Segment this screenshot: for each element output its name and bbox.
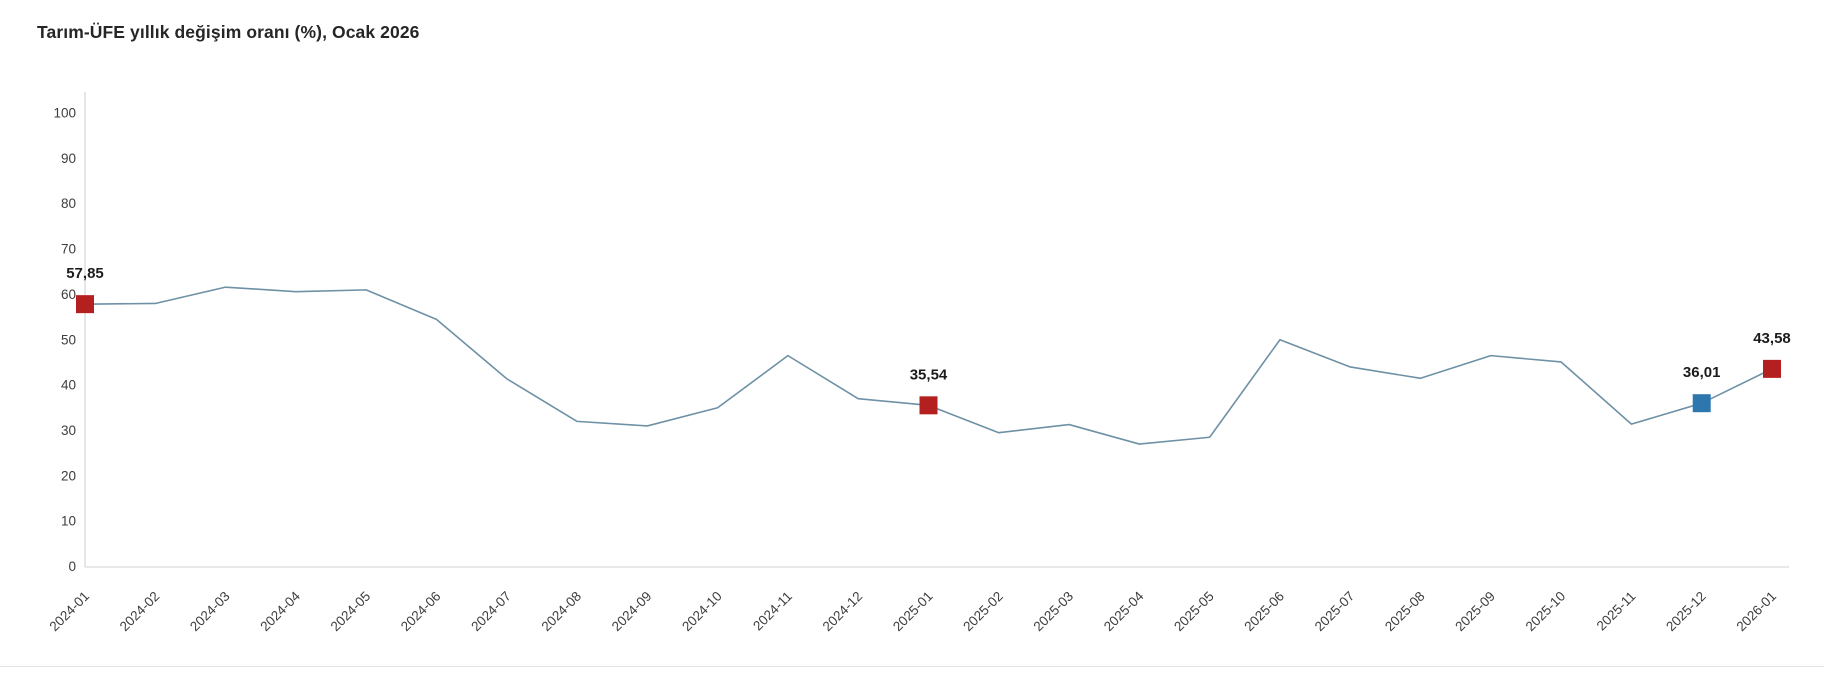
- x-tick-label: 2024-11: [750, 589, 795, 634]
- y-tick-label: 90: [61, 151, 76, 166]
- y-tick-label: 50: [61, 332, 76, 347]
- x-tick-label: 2025-03: [1031, 589, 1077, 635]
- x-tick-label: 2024-12: [820, 589, 866, 635]
- x-tick-label: 2025-07: [1312, 589, 1358, 635]
- x-tick-label: 2024-01: [46, 589, 92, 635]
- y-tick-label: 70: [61, 242, 76, 257]
- y-tick-label: 100: [53, 106, 76, 121]
- x-tick-label: 2026-01: [1733, 589, 1779, 635]
- x-tick-label: 2025-11: [1594, 589, 1639, 634]
- y-tick-label: 30: [61, 423, 76, 438]
- y-tick-label: 40: [61, 378, 76, 393]
- x-tick-label: 2025-05: [1171, 589, 1217, 635]
- data-label: 36,01: [1683, 364, 1721, 381]
- y-tick-label: 20: [61, 468, 76, 483]
- y-tick-label: 0: [68, 559, 76, 574]
- x-tick-label: 2025-08: [1382, 589, 1428, 635]
- data-marker: [1692, 394, 1711, 413]
- x-tick-label: 2024-02: [117, 589, 163, 635]
- x-tick-label: 2024-05: [328, 589, 374, 635]
- x-tick-label: 2025-01: [890, 589, 936, 635]
- y-tick-label: 80: [61, 196, 76, 211]
- x-tick-label: 2024-04: [257, 588, 303, 634]
- data-marker: [1763, 359, 1781, 378]
- x-tick-label: 2024-06: [398, 589, 444, 635]
- x-tick-label: 2025-04: [1101, 588, 1147, 634]
- x-tick-label: 2024-07: [468, 589, 514, 635]
- x-tick-label: 2025-09: [1452, 589, 1498, 635]
- bottom-divider: [0, 666, 1824, 667]
- data-marker: [919, 396, 938, 415]
- x-tick-label: 2025-06: [1241, 589, 1287, 635]
- y-tick-label: 60: [61, 287, 76, 302]
- x-tick-label: 2024-10: [679, 589, 725, 635]
- chart-title: Tarım-ÜFE yıllık değişim oranı (%), Ocak…: [37, 22, 420, 42]
- data-label: 57,85: [66, 265, 104, 282]
- x-tick-label: 2024-09: [609, 589, 655, 635]
- x-tick-label: 2025-02: [960, 589, 1006, 635]
- x-tick-label: 2025-12: [1663, 589, 1709, 635]
- data-marker: [76, 295, 94, 314]
- data-label: 35,54: [910, 366, 948, 383]
- x-tick-label: 2025-10: [1523, 589, 1569, 635]
- y-tick-label: 10: [61, 514, 76, 529]
- data-label: 43,58: [1753, 330, 1791, 347]
- x-tick-label: 2024-08: [539, 589, 585, 635]
- x-tick-label: 2024-03: [187, 589, 233, 635]
